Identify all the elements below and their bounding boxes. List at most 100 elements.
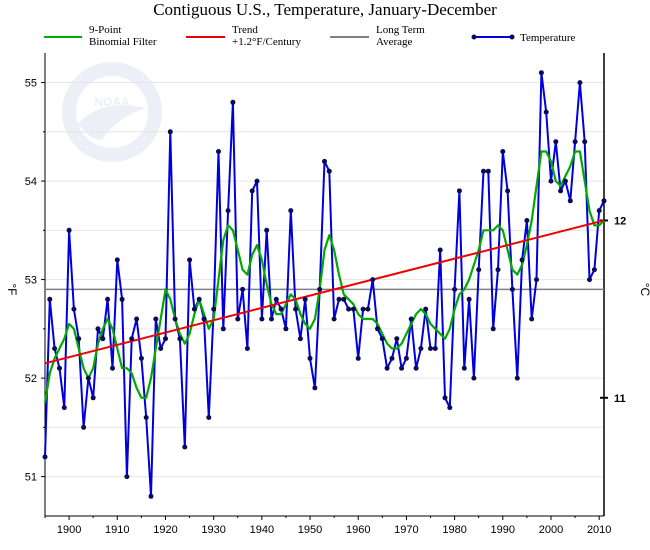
- temperature-point: [336, 296, 342, 302]
- temperature-point: [456, 188, 462, 194]
- temperature-point: [534, 277, 539, 283]
- temperature-point: [52, 346, 58, 351]
- temperature-point: [167, 129, 173, 135]
- x-tick-label: 2000: [539, 524, 563, 536]
- temperature-point: [81, 424, 87, 430]
- temperature-point: [90, 395, 96, 401]
- temperature-point: [148, 493, 154, 499]
- noaa-logo-watermark: NOAA: [62, 62, 162, 162]
- temperature-point: [466, 296, 472, 302]
- temperature-point: [428, 346, 433, 351]
- temperature-point: [240, 286, 246, 292]
- temperature-point: [42, 454, 48, 460]
- legend-label-temperature: Temperature: [520, 32, 576, 44]
- temperature-point: [235, 316, 241, 322]
- temperature-point: [596, 208, 602, 214]
- temperature-point: [177, 336, 183, 342]
- legend-label-trend-line1: Trend: [232, 24, 258, 36]
- temperature-point: [143, 415, 149, 420]
- y-tick-label: 52: [25, 373, 37, 385]
- temperature-point: [134, 316, 140, 322]
- temperature-point: [66, 227, 72, 233]
- temperature-point: [220, 326, 226, 332]
- temperature-point: [442, 395, 448, 401]
- temperature-point: [172, 316, 178, 322]
- temperature-point: [302, 296, 308, 302]
- temperature-point: [587, 277, 592, 283]
- temperature-point: [519, 257, 525, 263]
- temperature-point: [225, 208, 231, 214]
- temperature-point: [264, 227, 270, 233]
- temperature-point: [191, 306, 197, 312]
- legend: 9-Point Binomial Filter Trend +1.2°F/Cen…: [44, 24, 576, 48]
- legend-label-average-line1: Long Term: [376, 24, 425, 36]
- temperature-point: [485, 168, 491, 174]
- x-tick-label: 1930: [201, 524, 225, 536]
- temperature-point: [100, 336, 106, 342]
- temperature-point: [85, 375, 91, 381]
- x-tick-label: 1950: [298, 524, 322, 536]
- temperature-point: [370, 277, 376, 283]
- series-trend: [44, 219, 605, 365]
- temperature-point: [288, 208, 294, 214]
- temperature-point: [206, 415, 212, 420]
- temperature-point: [105, 296, 111, 302]
- temperature-point: [211, 306, 217, 312]
- x-tick-label: 1900: [57, 524, 81, 536]
- temperature-point: [548, 178, 554, 184]
- temperature-point: [259, 316, 265, 322]
- temperature-point: [505, 188, 511, 194]
- x-tick-label: 1940: [250, 524, 274, 536]
- temperature-point: [399, 365, 405, 371]
- temperature-point: [163, 336, 168, 342]
- temperature-point: [346, 306, 352, 312]
- temperature-point: [379, 336, 385, 342]
- temperature-point: [119, 296, 125, 302]
- temperature-point: [558, 188, 564, 194]
- svg-text:NOAA: NOAA: [94, 95, 130, 109]
- temperature-point: [553, 139, 559, 145]
- x-tick-label: 1990: [491, 524, 515, 536]
- temperature-point: [562, 178, 568, 184]
- temperature-point: [437, 247, 443, 253]
- temperature-point: [413, 365, 419, 371]
- temperature-point: [326, 168, 332, 174]
- temperature-point: [47, 296, 53, 302]
- legend-marker-end: [509, 34, 515, 40]
- temperature-point: [601, 198, 607, 204]
- temperature-point: [572, 139, 578, 145]
- temperature-point: [293, 306, 299, 312]
- legend-item-binomial: 9-Point Binomial Filter: [44, 24, 157, 48]
- x-tick-label: 2010: [587, 524, 611, 536]
- x-tick-label: 1910: [105, 524, 129, 536]
- temperature-point: [341, 296, 347, 302]
- y-tick-label: 54: [25, 176, 37, 188]
- y-tick-label-celsius: 12: [614, 215, 626, 227]
- legend-item-average: Long Term Average: [330, 24, 425, 48]
- temperature-point: [447, 405, 453, 411]
- temperature-point: [254, 178, 260, 184]
- temperature-point: [567, 198, 573, 204]
- temperature-point: [514, 375, 520, 381]
- temperature-point: [461, 365, 467, 371]
- temperature-point: [182, 444, 188, 450]
- y-tick-label: 53: [25, 275, 37, 287]
- temperature-point: [543, 109, 549, 115]
- legend-item-temperature: Temperature: [471, 32, 576, 44]
- y-axis-label-right: °C: [638, 283, 650, 297]
- temperature-point: [375, 326, 380, 332]
- temperature-point: [153, 316, 159, 322]
- temperature-point: [129, 336, 135, 342]
- x-tick-label: 1980: [442, 524, 466, 536]
- temperature-point: [490, 326, 496, 332]
- temperature-point: [495, 267, 501, 273]
- temperature-point: [577, 80, 583, 86]
- temperature-point: [432, 346, 438, 351]
- temperature-point: [529, 316, 535, 322]
- y-tick-label: 55: [25, 78, 37, 90]
- temperature-point: [418, 346, 424, 351]
- legend-item-trend: Trend +1.2°F/Century: [186, 24, 301, 48]
- temperature-point: [384, 365, 390, 371]
- temperature-point: [350, 306, 356, 312]
